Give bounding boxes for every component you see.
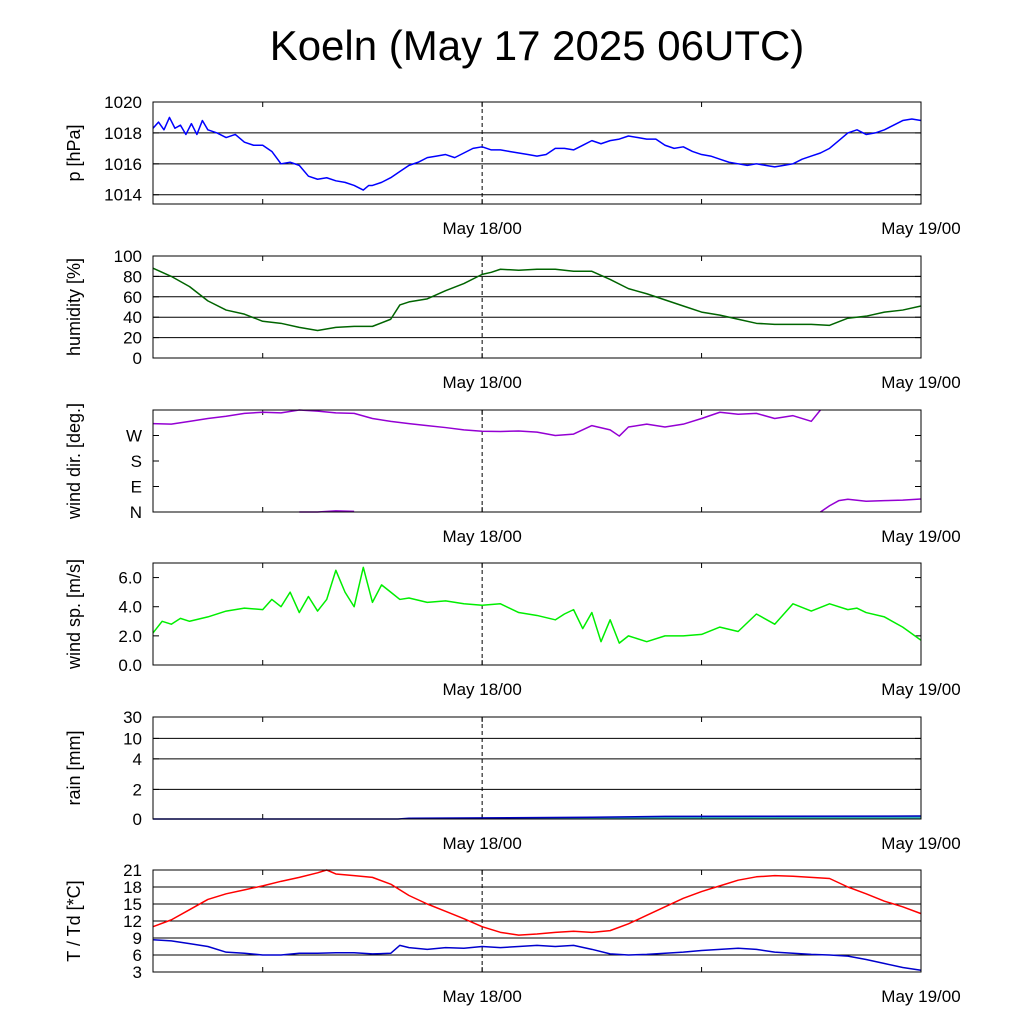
y-tick-label: 20 xyxy=(123,329,142,348)
y-tick-label: 60 xyxy=(123,288,142,307)
y-tick-label: 18 xyxy=(123,878,142,897)
panel-frame xyxy=(152,409,922,513)
x-tick-label: May 18/00 xyxy=(442,527,521,546)
x-tick-label: May 18/00 xyxy=(442,219,521,238)
y-tick-label: 4 xyxy=(133,750,142,769)
series-pressure xyxy=(152,116,922,191)
y-tick-label: 4.0 xyxy=(118,598,142,617)
y-tick-label: 1016 xyxy=(104,155,142,174)
y-axis-label: T / Td [*C] xyxy=(64,880,84,961)
panel-wind_speed: 0.0 2.0 4.0 6.0 May 18/00 May 19/00 wind sp. [… xyxy=(64,559,961,699)
y-tick-label: 30 xyxy=(123,708,142,727)
panel-frame xyxy=(152,716,922,820)
y-tick-label: 1014 xyxy=(104,186,142,205)
y-axis-label: rain [mm] xyxy=(64,730,84,805)
y-tick-label: N xyxy=(130,503,142,522)
y-tick-label: 0 xyxy=(133,349,142,368)
panel-frame xyxy=(152,101,922,205)
y-tick-label: 6.0 xyxy=(118,569,142,588)
panel-rain: 0 2 4 10 30 May 18/00 May 19/00 rain [mm] xyxy=(64,708,961,853)
y-tick-label: 1020 xyxy=(104,93,142,112)
y-tick-label: 1018 xyxy=(104,124,142,143)
x-tick-label: May 18/00 xyxy=(442,373,521,392)
series-wind_dir_end xyxy=(820,498,922,513)
y-tick-label: 2.0 xyxy=(118,627,142,646)
series-temperature xyxy=(152,869,922,936)
chart-title: Koeln (May 17 2025 06UTC) xyxy=(270,22,805,69)
y-tick-label: S xyxy=(131,452,142,471)
x-tick-label: May 19/00 xyxy=(881,373,960,392)
series-dewpoint xyxy=(152,938,922,972)
y-axis-label: humidity [%] xyxy=(64,258,84,356)
y-tick-label: 0.0 xyxy=(118,656,142,675)
y-tick-label: 100 xyxy=(114,247,142,266)
x-tick-label: May 19/00 xyxy=(881,680,960,699)
x-tick-label: May 19/00 xyxy=(881,987,960,1006)
panel-frame xyxy=(152,255,922,359)
y-tick-label: 40 xyxy=(123,308,142,327)
x-tick-label: May 18/00 xyxy=(442,834,521,853)
y-tick-label: W xyxy=(126,427,142,446)
x-tick-label: May 19/00 xyxy=(881,527,960,546)
panel-frame xyxy=(152,562,922,666)
series-wind_speed xyxy=(152,566,922,644)
panel-pressure: 1014 1016 1018 1020 May 18/00 May 19/00 p [hPa… xyxy=(64,93,961,238)
y-tick-label: 6 xyxy=(133,946,142,965)
panel-frame xyxy=(152,869,922,973)
y-tick-label: 80 xyxy=(123,267,142,286)
y-tick-label: 15 xyxy=(123,895,142,914)
y-tick-label: 0 xyxy=(133,810,142,829)
y-axis-label: wind dir. [deg.] xyxy=(64,403,84,520)
y-axis-label: wind sp. [m/s] xyxy=(64,559,84,670)
y-tick-label: 2 xyxy=(133,780,142,799)
y-tick-label: 21 xyxy=(123,861,142,880)
y-tick-label: 3 xyxy=(133,963,142,982)
y-tick-label: E xyxy=(131,478,142,497)
y-tick-label: 10 xyxy=(123,729,142,748)
x-tick-label: May 18/00 xyxy=(442,987,521,1006)
y-tick-label: 12 xyxy=(123,912,142,931)
y-axis-label: p [hPa] xyxy=(64,124,84,181)
series-wind_dir_main xyxy=(152,409,822,437)
y-tick-label: 9 xyxy=(133,929,142,948)
x-tick-label: May 19/00 xyxy=(881,834,960,853)
x-tick-label: May 18/00 xyxy=(442,680,521,699)
x-tick-label: May 19/00 xyxy=(881,219,960,238)
series-humidity xyxy=(152,267,922,332)
